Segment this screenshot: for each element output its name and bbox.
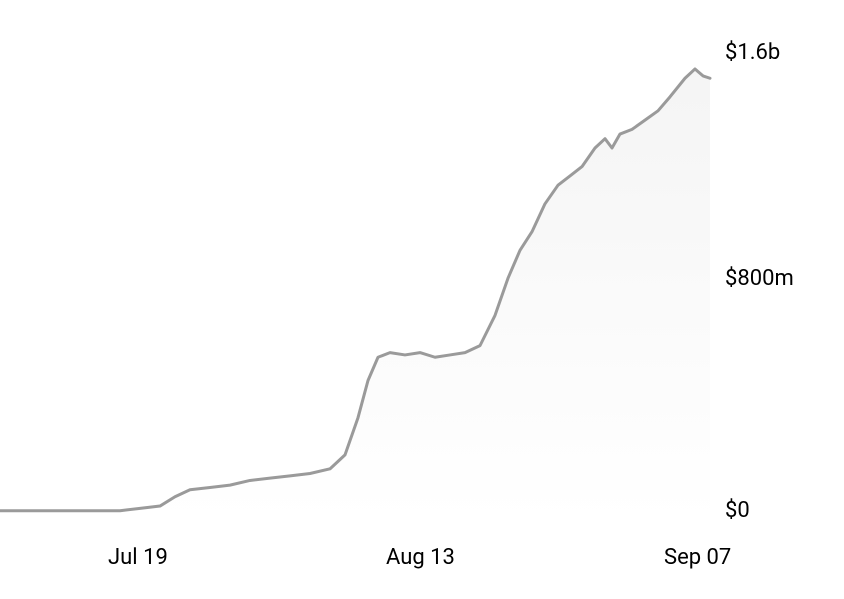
x-tick-label-0: Jul 19 [108,545,168,570]
chart-svg [0,0,844,599]
chart-area-fill [0,69,710,520]
x-tick-label-1: Aug 13 [386,545,455,570]
y-tick-label-mid: $800m [725,266,794,291]
y-tick-label-bottom: $0 [725,498,750,523]
area-chart: $1.6b $800m $0 Jul 19 Aug 13 Sep 07 [0,0,844,599]
y-tick-label-top: $1.6b [725,40,780,65]
x-tick-label-2: Sep 07 [664,545,731,570]
